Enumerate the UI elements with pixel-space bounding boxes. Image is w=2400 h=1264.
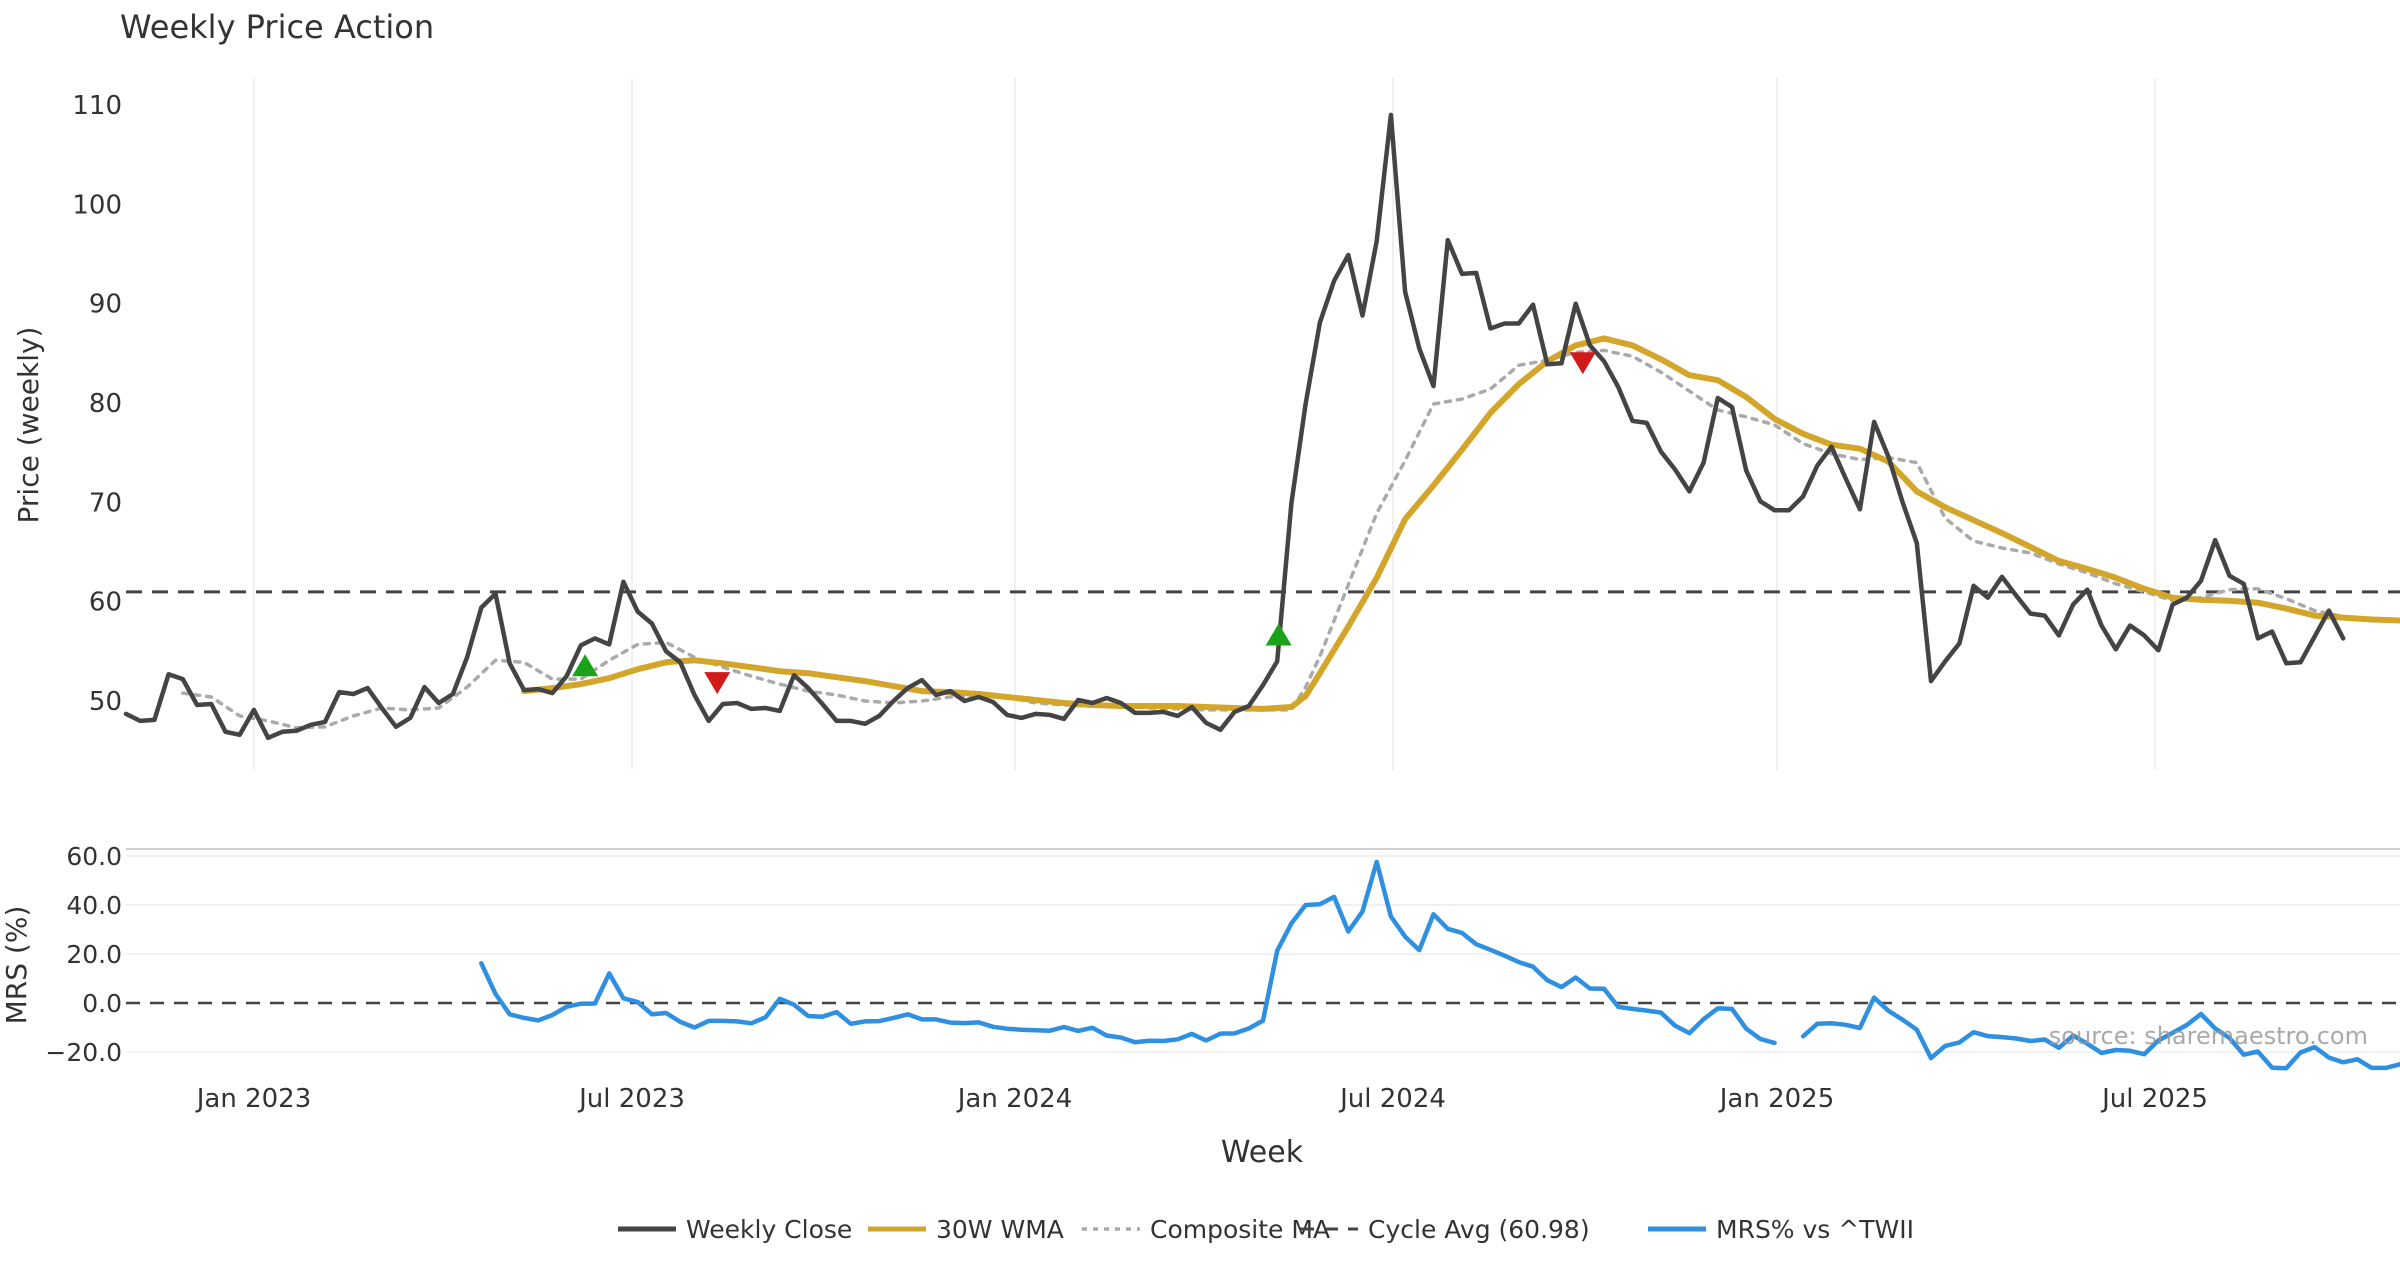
legend-item: MRS% vs ^TWII xyxy=(1648,1215,1914,1244)
x-axis-ticks: Jan 2023 Jul 2023 Jan 2024 Jul 2024 Jan 2025… xyxy=(195,1084,2208,1114)
buy-signal-marker xyxy=(572,654,599,677)
legend-label: Cycle Avg (60.98) xyxy=(1368,1215,1590,1244)
mrs-line-segment xyxy=(479,859,1777,1046)
price-y-tick-label: 60 xyxy=(89,588,122,618)
mrs-y-tick-label: 20.0 xyxy=(66,940,122,969)
mrs-grid xyxy=(126,848,2400,1053)
price-y-axis-label: Price (weekly) xyxy=(12,327,45,524)
x-axis-label: Week xyxy=(1221,1135,1304,1170)
x-tick-label: Jan 2023 xyxy=(195,1084,312,1114)
mrs-y-ticks: 60.0 40.0 20.0 0.0 −20.0 xyxy=(45,842,122,1067)
legend-label: 30W WMA xyxy=(936,1215,1064,1244)
wma-30w-line xyxy=(521,335,2400,712)
legend-item: 30W WMA xyxy=(868,1215,1064,1244)
legend-item: Cycle Avg (60.98) xyxy=(1300,1215,1590,1244)
price-y-tick-label: 110 xyxy=(72,91,122,121)
price-y-tick-label: 100 xyxy=(72,190,122,220)
price-y-tick-label: 80 xyxy=(89,389,122,419)
sell-signal-marker xyxy=(704,672,731,695)
sell-signal-marker xyxy=(1569,352,1596,375)
mrs-series xyxy=(479,859,2400,1071)
mrs-line-segment xyxy=(1800,995,2400,1071)
legend-label: MRS% vs ^TWII xyxy=(1716,1215,1914,1244)
mrs-y-tick-label: −20.0 xyxy=(45,1038,122,1067)
price-y-ticks: 110 100 90 80 70 60 50 xyxy=(72,91,122,717)
price-y-tick-label: 50 xyxy=(89,687,122,717)
price-grid xyxy=(253,78,2156,770)
legend: Weekly Close 30W WMA Composite MA Cycle Avg… xyxy=(618,1215,1914,1244)
price-series xyxy=(123,112,2400,741)
price-signals xyxy=(572,352,1596,695)
weekly-close-line xyxy=(123,112,2346,741)
source-watermark: source: sharemaestro.com xyxy=(2049,1022,2368,1050)
chart-title: Weekly Price Action xyxy=(120,8,434,46)
price-y-tick-label: 90 xyxy=(89,290,122,320)
mrs-y-tick-label: 40.0 xyxy=(66,891,122,920)
x-tick-label: Jul 2024 xyxy=(1338,1084,1446,1114)
x-tick-label: Jan 2025 xyxy=(1718,1084,1835,1114)
x-tick-label: Jul 2023 xyxy=(577,1084,685,1114)
x-tick-label: Jul 2025 xyxy=(2100,1084,2208,1114)
legend-item: Composite MA xyxy=(1082,1215,1330,1244)
x-tick-label: Jan 2024 xyxy=(956,1084,1073,1114)
mrs-y-tick-label: 0.0 xyxy=(82,989,122,1018)
legend-label: Weekly Close xyxy=(686,1215,852,1244)
buy-signal-marker xyxy=(1265,623,1292,646)
price-y-tick-label: 70 xyxy=(89,488,122,518)
mrs-y-axis-label: MRS (%) xyxy=(0,906,33,1025)
legend-item: Weekly Close xyxy=(618,1215,852,1244)
mrs-y-tick-label: 60.0 xyxy=(66,842,122,871)
